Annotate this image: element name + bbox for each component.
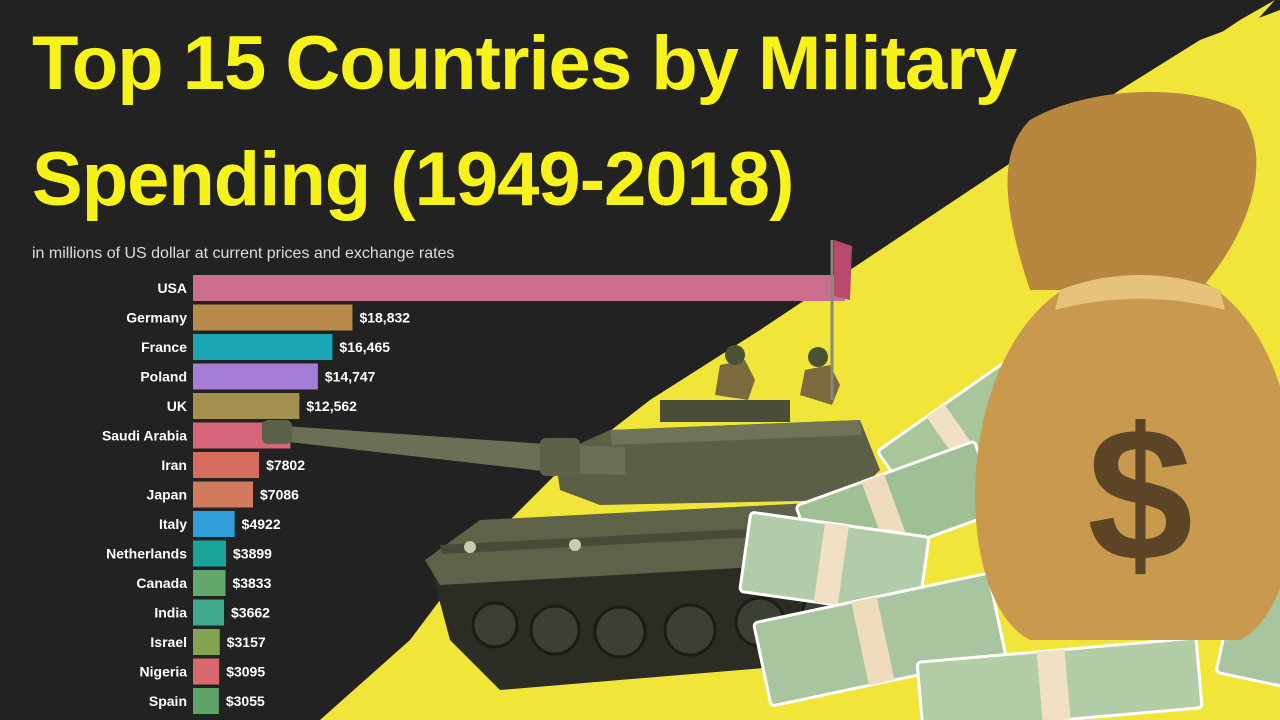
category-label: Italy — [159, 516, 187, 532]
category-label: Iran — [161, 457, 187, 473]
value-label: $7086 — [260, 487, 299, 503]
value-label: $3055 — [226, 693, 265, 709]
value-label: $16,465 — [339, 339, 390, 355]
category-label: Germany — [126, 310, 187, 326]
category-label: Nigeria — [140, 664, 188, 680]
category-label: Japan — [147, 487, 187, 503]
category-label: Canada — [136, 575, 187, 591]
bars-layer: USA Germany $18,832 France $16,465 Poland $14,… — [102, 275, 845, 714]
dollar-sign-icon: $ — [1087, 389, 1193, 601]
chart-subtitle: in millions of US dollar at current pric… — [32, 245, 455, 262]
category-label: UK — [167, 398, 187, 414]
value-label: $3899 — [233, 546, 272, 562]
bar — [193, 481, 254, 508]
value-label: $3095 — [226, 664, 265, 680]
value-label: $12,562 — [306, 398, 357, 414]
bar — [193, 540, 227, 567]
value-label: $3833 — [232, 575, 271, 591]
category-label: USA — [157, 280, 187, 296]
bar — [193, 304, 353, 331]
category-label: Netherlands — [106, 546, 187, 562]
value-label: $3662 — [231, 605, 270, 621]
value-label: $18,832 — [359, 310, 410, 326]
bar — [193, 393, 300, 419]
bar — [193, 570, 226, 596]
title-line-2: Spending (1949-2018) — [32, 137, 794, 222]
bar — [193, 452, 260, 478]
bar — [193, 363, 318, 390]
category-label: Spain — [149, 693, 187, 709]
money-bag-image: $ — [975, 91, 1280, 640]
bar — [193, 688, 219, 714]
value-label: $3157 — [227, 634, 266, 650]
bar — [193, 658, 220, 685]
value-label: $4922 — [242, 516, 281, 532]
bar — [193, 334, 333, 360]
category-label: India — [154, 605, 187, 621]
bar — [193, 599, 225, 626]
category-label: France — [141, 339, 187, 355]
category-label: Poland — [140, 369, 187, 385]
category-label: Saudi Arabia — [102, 428, 187, 444]
bar — [193, 629, 220, 655]
bar — [193, 511, 235, 537]
title-line-1: Top 15 Countries by Military — [32, 21, 1017, 106]
bar — [193, 275, 845, 301]
value-label: $7802 — [266, 457, 305, 473]
category-label: Israel — [150, 634, 187, 650]
value-label: $14,747 — [325, 369, 376, 385]
